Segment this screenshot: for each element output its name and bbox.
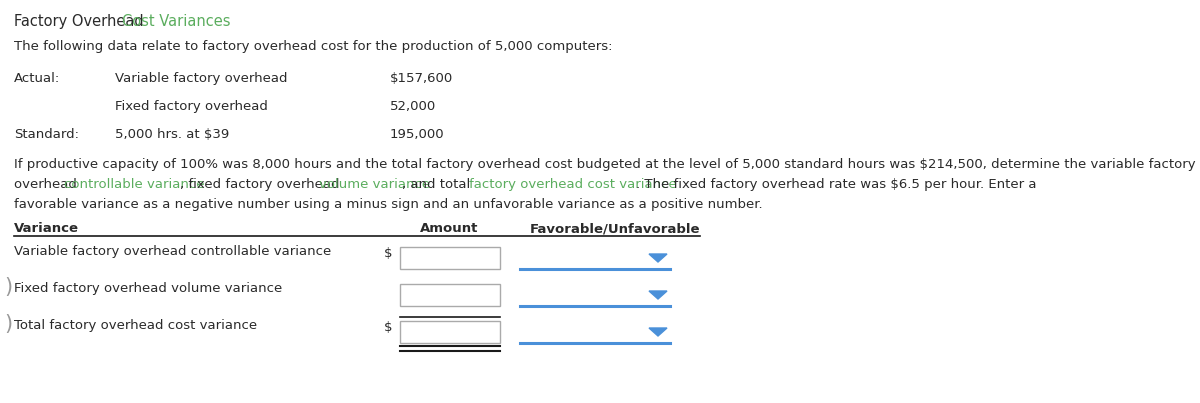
Text: 52,000: 52,000 (390, 100, 437, 113)
Polygon shape (649, 291, 667, 299)
Text: controllable variance: controllable variance (64, 178, 204, 191)
Text: Variable factory overhead controllable variance: Variable factory overhead controllable v… (14, 245, 331, 258)
FancyBboxPatch shape (400, 247, 500, 269)
Text: Variance: Variance (14, 222, 79, 235)
Text: Cost Variances: Cost Variances (122, 14, 230, 29)
Text: Favorable/Unfavorable: Favorable/Unfavorable (530, 222, 701, 235)
Polygon shape (649, 254, 667, 262)
Text: ): ) (4, 314, 12, 334)
Text: Standard:: Standard: (14, 128, 79, 141)
Text: 5,000 hrs. at $39: 5,000 hrs. at $39 (115, 128, 229, 141)
Text: If productive capacity of 100% was 8,000 hours and the total factory overhead co: If productive capacity of 100% was 8,000… (14, 158, 1195, 171)
Text: The following data relate to factory overhead cost for the production of 5,000 c: The following data relate to factory ove… (14, 40, 612, 53)
Text: $: $ (384, 321, 392, 334)
Text: overhead: overhead (14, 178, 82, 191)
Text: . The fixed factory overhead rate was $6.5 per hour. Enter a: . The fixed factory overhead rate was $6… (636, 178, 1036, 191)
FancyBboxPatch shape (400, 284, 500, 306)
Text: , fixed factory overhead: , fixed factory overhead (180, 178, 344, 191)
Polygon shape (649, 328, 667, 336)
Text: 195,000: 195,000 (390, 128, 445, 141)
FancyBboxPatch shape (400, 321, 500, 343)
Text: volume variance: volume variance (319, 178, 431, 191)
Text: favorable variance as a negative number using a minus sign and an unfavorable va: favorable variance as a negative number … (14, 198, 763, 211)
Text: $157,600: $157,600 (390, 72, 454, 85)
Text: Factory Overhead: Factory Overhead (14, 14, 149, 29)
Text: ): ) (4, 277, 12, 297)
Text: Amount: Amount (420, 222, 479, 235)
Text: $: $ (384, 247, 392, 260)
Text: , and total: , and total (402, 178, 475, 191)
Text: Total factory overhead cost variance: Total factory overhead cost variance (14, 319, 257, 332)
Text: factory overhead cost variance: factory overhead cost variance (469, 178, 677, 191)
Text: Fixed factory overhead: Fixed factory overhead (115, 100, 268, 113)
Text: Variable factory overhead: Variable factory overhead (115, 72, 288, 85)
Text: Actual:: Actual: (14, 72, 60, 85)
Text: Fixed factory overhead volume variance: Fixed factory overhead volume variance (14, 282, 282, 295)
